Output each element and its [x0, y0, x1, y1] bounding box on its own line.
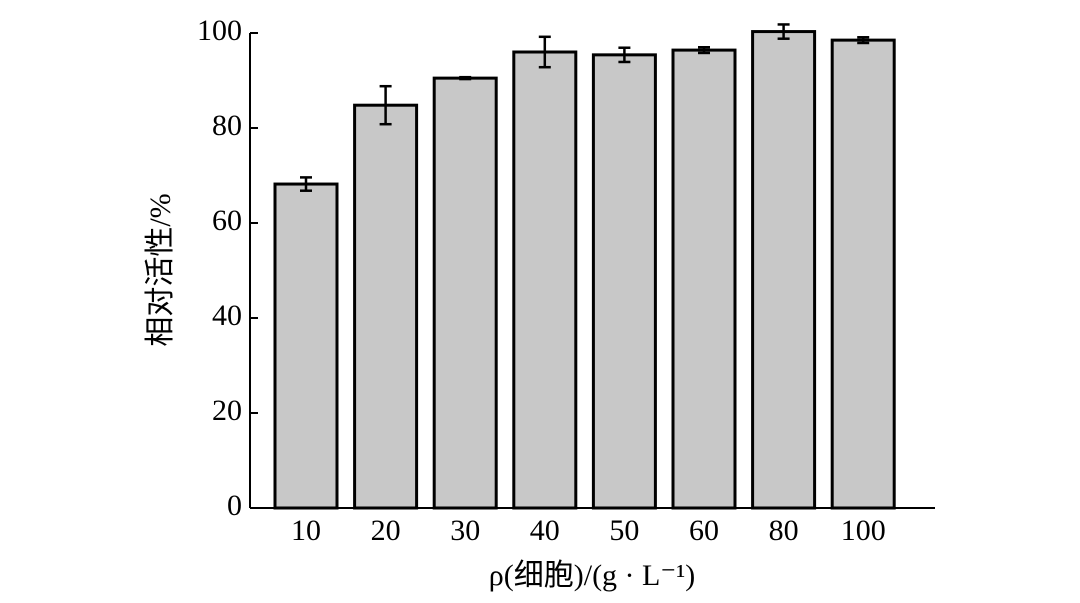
x-tick-label: 80	[769, 514, 799, 547]
bar	[830, 38, 896, 510]
x-tick-label: 60	[689, 514, 719, 547]
bar	[512, 50, 578, 510]
x-tick-label: 40	[530, 514, 560, 547]
bar	[591, 53, 657, 510]
bar	[671, 48, 737, 510]
x-tick-label: 30	[450, 514, 480, 547]
bar	[751, 30, 817, 510]
y-tick-label: 40	[212, 299, 242, 332]
y-tick-label: 0	[227, 489, 242, 522]
y-tick-label: 100	[197, 14, 242, 47]
y-tick-label: 60	[212, 204, 242, 237]
x-tick-label: 10	[291, 514, 321, 547]
x-tick-label: 50	[609, 514, 639, 547]
bar	[432, 76, 498, 510]
bar	[353, 103, 419, 510]
y-axis-label: 相对活性/%	[144, 193, 177, 346]
x-axis-label: ρ(细胞)/(g · L⁻¹)	[489, 559, 695, 592]
bar	[273, 182, 339, 510]
y-tick-label: 20	[212, 394, 242, 427]
x-tick-label: 100	[841, 514, 886, 547]
x-tick-label: 20	[371, 514, 401, 547]
y-tick-label: 80	[212, 109, 242, 142]
